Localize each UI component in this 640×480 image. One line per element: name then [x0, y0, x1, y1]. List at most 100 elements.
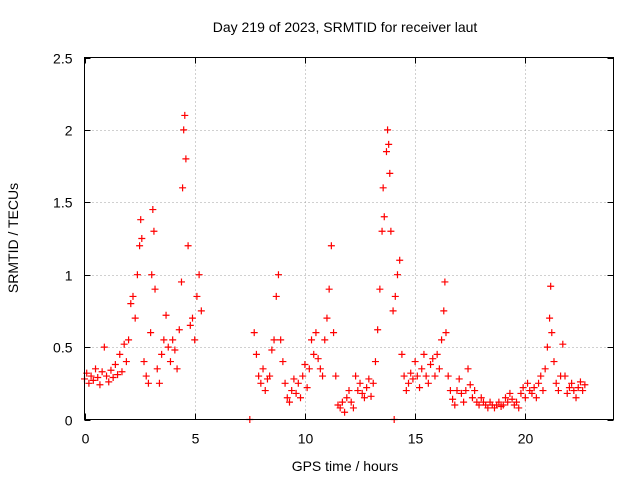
data-point [393, 271, 401, 279]
data-point [336, 404, 344, 412]
data-point [116, 350, 124, 358]
y-tick-label: 0 [65, 413, 73, 429]
data-point [400, 372, 408, 380]
data-point [440, 307, 448, 315]
data-point [197, 307, 205, 315]
data-point [89, 376, 97, 384]
data-point [468, 394, 476, 402]
data-point [250, 329, 258, 337]
y-tick-label: 2 [65, 123, 73, 139]
data-point [160, 336, 168, 344]
data-point [272, 292, 280, 300]
data-point [182, 155, 190, 163]
data-point [195, 271, 203, 279]
x-tick-label: 15 [408, 431, 424, 447]
data-point [438, 336, 446, 344]
data-point [378, 227, 386, 235]
data-point [186, 321, 194, 329]
x-tick-label: 10 [298, 431, 314, 447]
data-point [290, 375, 298, 383]
data-point [162, 311, 170, 319]
data-point [314, 355, 322, 363]
data-point [127, 300, 135, 308]
data-point [129, 292, 137, 300]
data-point [561, 372, 569, 380]
data-point [513, 398, 521, 406]
data-point [574, 384, 582, 392]
data-point [380, 213, 388, 221]
data-point [288, 387, 296, 395]
data-point [374, 326, 382, 334]
data-point [279, 358, 287, 366]
data-point [442, 329, 450, 337]
data-point [109, 374, 117, 382]
data-point [477, 394, 485, 402]
data-points [81, 111, 589, 423]
data-point [369, 379, 377, 387]
data-point [453, 387, 461, 395]
y-axis-label: SRMTID / TECUs [5, 183, 21, 293]
data-point [105, 378, 113, 386]
data-point [321, 336, 329, 344]
data-point [413, 372, 421, 380]
data-point [552, 379, 560, 387]
data-point [501, 394, 509, 402]
data-point [455, 375, 463, 383]
data-point [398, 350, 406, 358]
data-point [103, 372, 111, 380]
data-point [150, 227, 158, 235]
data-point [173, 365, 181, 373]
data-point [521, 394, 529, 402]
data-point [495, 398, 503, 406]
data-point [446, 387, 454, 395]
data-point [554, 387, 562, 395]
data-point [559, 340, 567, 348]
data-point [546, 314, 554, 322]
x-axis-label: GPS time / hours [292, 458, 399, 474]
data-point [107, 366, 115, 374]
data-point [537, 372, 545, 380]
data-point [257, 379, 265, 387]
data-point [572, 394, 580, 402]
data-point [125, 336, 133, 344]
data-point [385, 140, 393, 148]
data-point [563, 389, 571, 397]
data-point [539, 387, 547, 395]
data-point [354, 387, 362, 395]
data-point [444, 372, 452, 380]
data-point [189, 314, 197, 322]
data-point [429, 355, 437, 363]
data-point [292, 389, 300, 397]
data-point [277, 336, 285, 344]
axis-ticks [84, 57, 614, 421]
data-point [484, 404, 492, 412]
data-point [164, 343, 172, 351]
data-point [382, 148, 390, 156]
data-point [386, 169, 394, 177]
data-point [133, 271, 141, 279]
data-point [535, 379, 543, 387]
data-point [441, 278, 449, 286]
y-tick-label: 2.5 [53, 51, 73, 67]
data-point [166, 358, 174, 366]
data-point [371, 358, 379, 366]
data-point [508, 395, 516, 403]
data-point [297, 394, 305, 402]
data-point [451, 401, 459, 409]
data-point [131, 314, 139, 322]
data-point [281, 379, 289, 387]
data-point [416, 384, 424, 392]
data-point [519, 384, 527, 392]
data-point [528, 389, 536, 397]
data-point [175, 326, 183, 334]
data-point [144, 379, 152, 387]
data-point [147, 329, 155, 337]
data-point [259, 365, 267, 373]
y-tick-label: 1 [65, 268, 73, 284]
data-point [255, 372, 263, 380]
data-point [114, 371, 122, 379]
data-point [581, 381, 589, 389]
data-point [422, 372, 430, 380]
data-point [457, 389, 465, 397]
data-point [96, 381, 104, 389]
